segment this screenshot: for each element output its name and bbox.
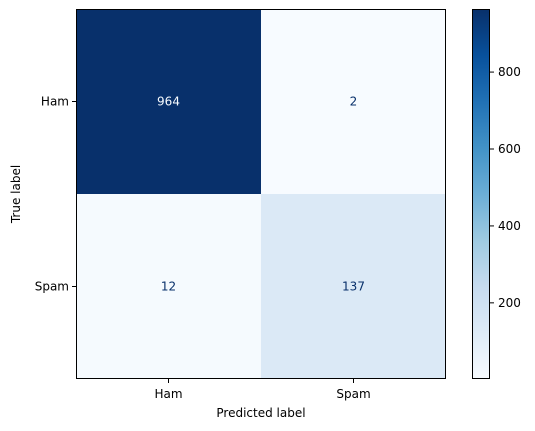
colorbar-ticks: 200 400 600 800 — [490, 65, 521, 310]
plot-frame — [76, 9, 446, 379]
cell-value-label: 964 — [157, 95, 180, 109]
y-axis-ticks: Ham Spam — [35, 95, 76, 294]
cell-value-label: 2 — [350, 95, 358, 109]
heatmap-cell — [261, 9, 446, 194]
x-tick-label: Ham — [154, 387, 182, 401]
y-tick-label: Spam — [35, 280, 69, 294]
colorbar-tick-label: 200 — [498, 296, 521, 310]
heatmap-cell — [261, 194, 446, 379]
x-axis-label: Predicted label — [216, 406, 305, 420]
cell-value-label: 137 — [342, 280, 365, 294]
colorbar-tick-label: 800 — [498, 65, 521, 79]
cell-value-label: 12 — [161, 280, 176, 294]
y-axis-label: True label — [9, 165, 23, 224]
y-tick-label: Ham — [41, 95, 69, 109]
colorbar — [472, 9, 490, 379]
x-axis-ticks: Ham Spam — [154, 379, 371, 401]
heatmap-cell — [76, 9, 261, 194]
heatmap-cell — [76, 194, 261, 379]
colorbar-tick-label: 600 — [498, 142, 521, 156]
heatmap-cells: 964 2 12 137 — [76, 9, 446, 379]
colorbar-tick-label: 400 — [498, 219, 521, 233]
x-tick-label: Spam — [336, 387, 370, 401]
